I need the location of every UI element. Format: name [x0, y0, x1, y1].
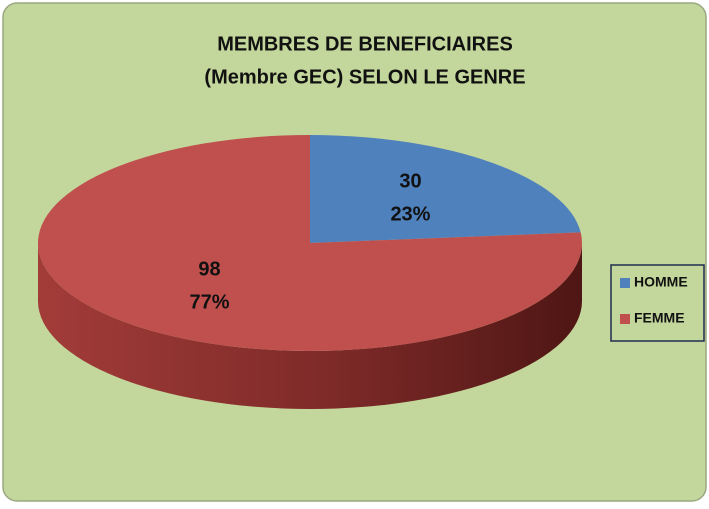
legend-label: HOMME — [634, 274, 688, 290]
slice — [310, 135, 581, 243]
legend-swatch — [620, 278, 630, 288]
data-label: 30 — [399, 170, 421, 192]
chart-title: (Membre GEC) SELON LE GENRE — [204, 66, 525, 88]
legend-swatch — [620, 314, 630, 324]
percent-label: 77% — [190, 291, 230, 313]
slice — [37, 135, 582, 351]
pie — [37, 135, 582, 409]
data-label: 98 — [198, 258, 220, 280]
legend-box — [610, 264, 705, 342]
slice-side — [38, 243, 582, 409]
legend-label: FEMME — [634, 310, 685, 326]
chart-title: MEMBRES DE BENEFICIAIRES — [217, 33, 513, 55]
percent-label: 23% — [390, 203, 430, 225]
